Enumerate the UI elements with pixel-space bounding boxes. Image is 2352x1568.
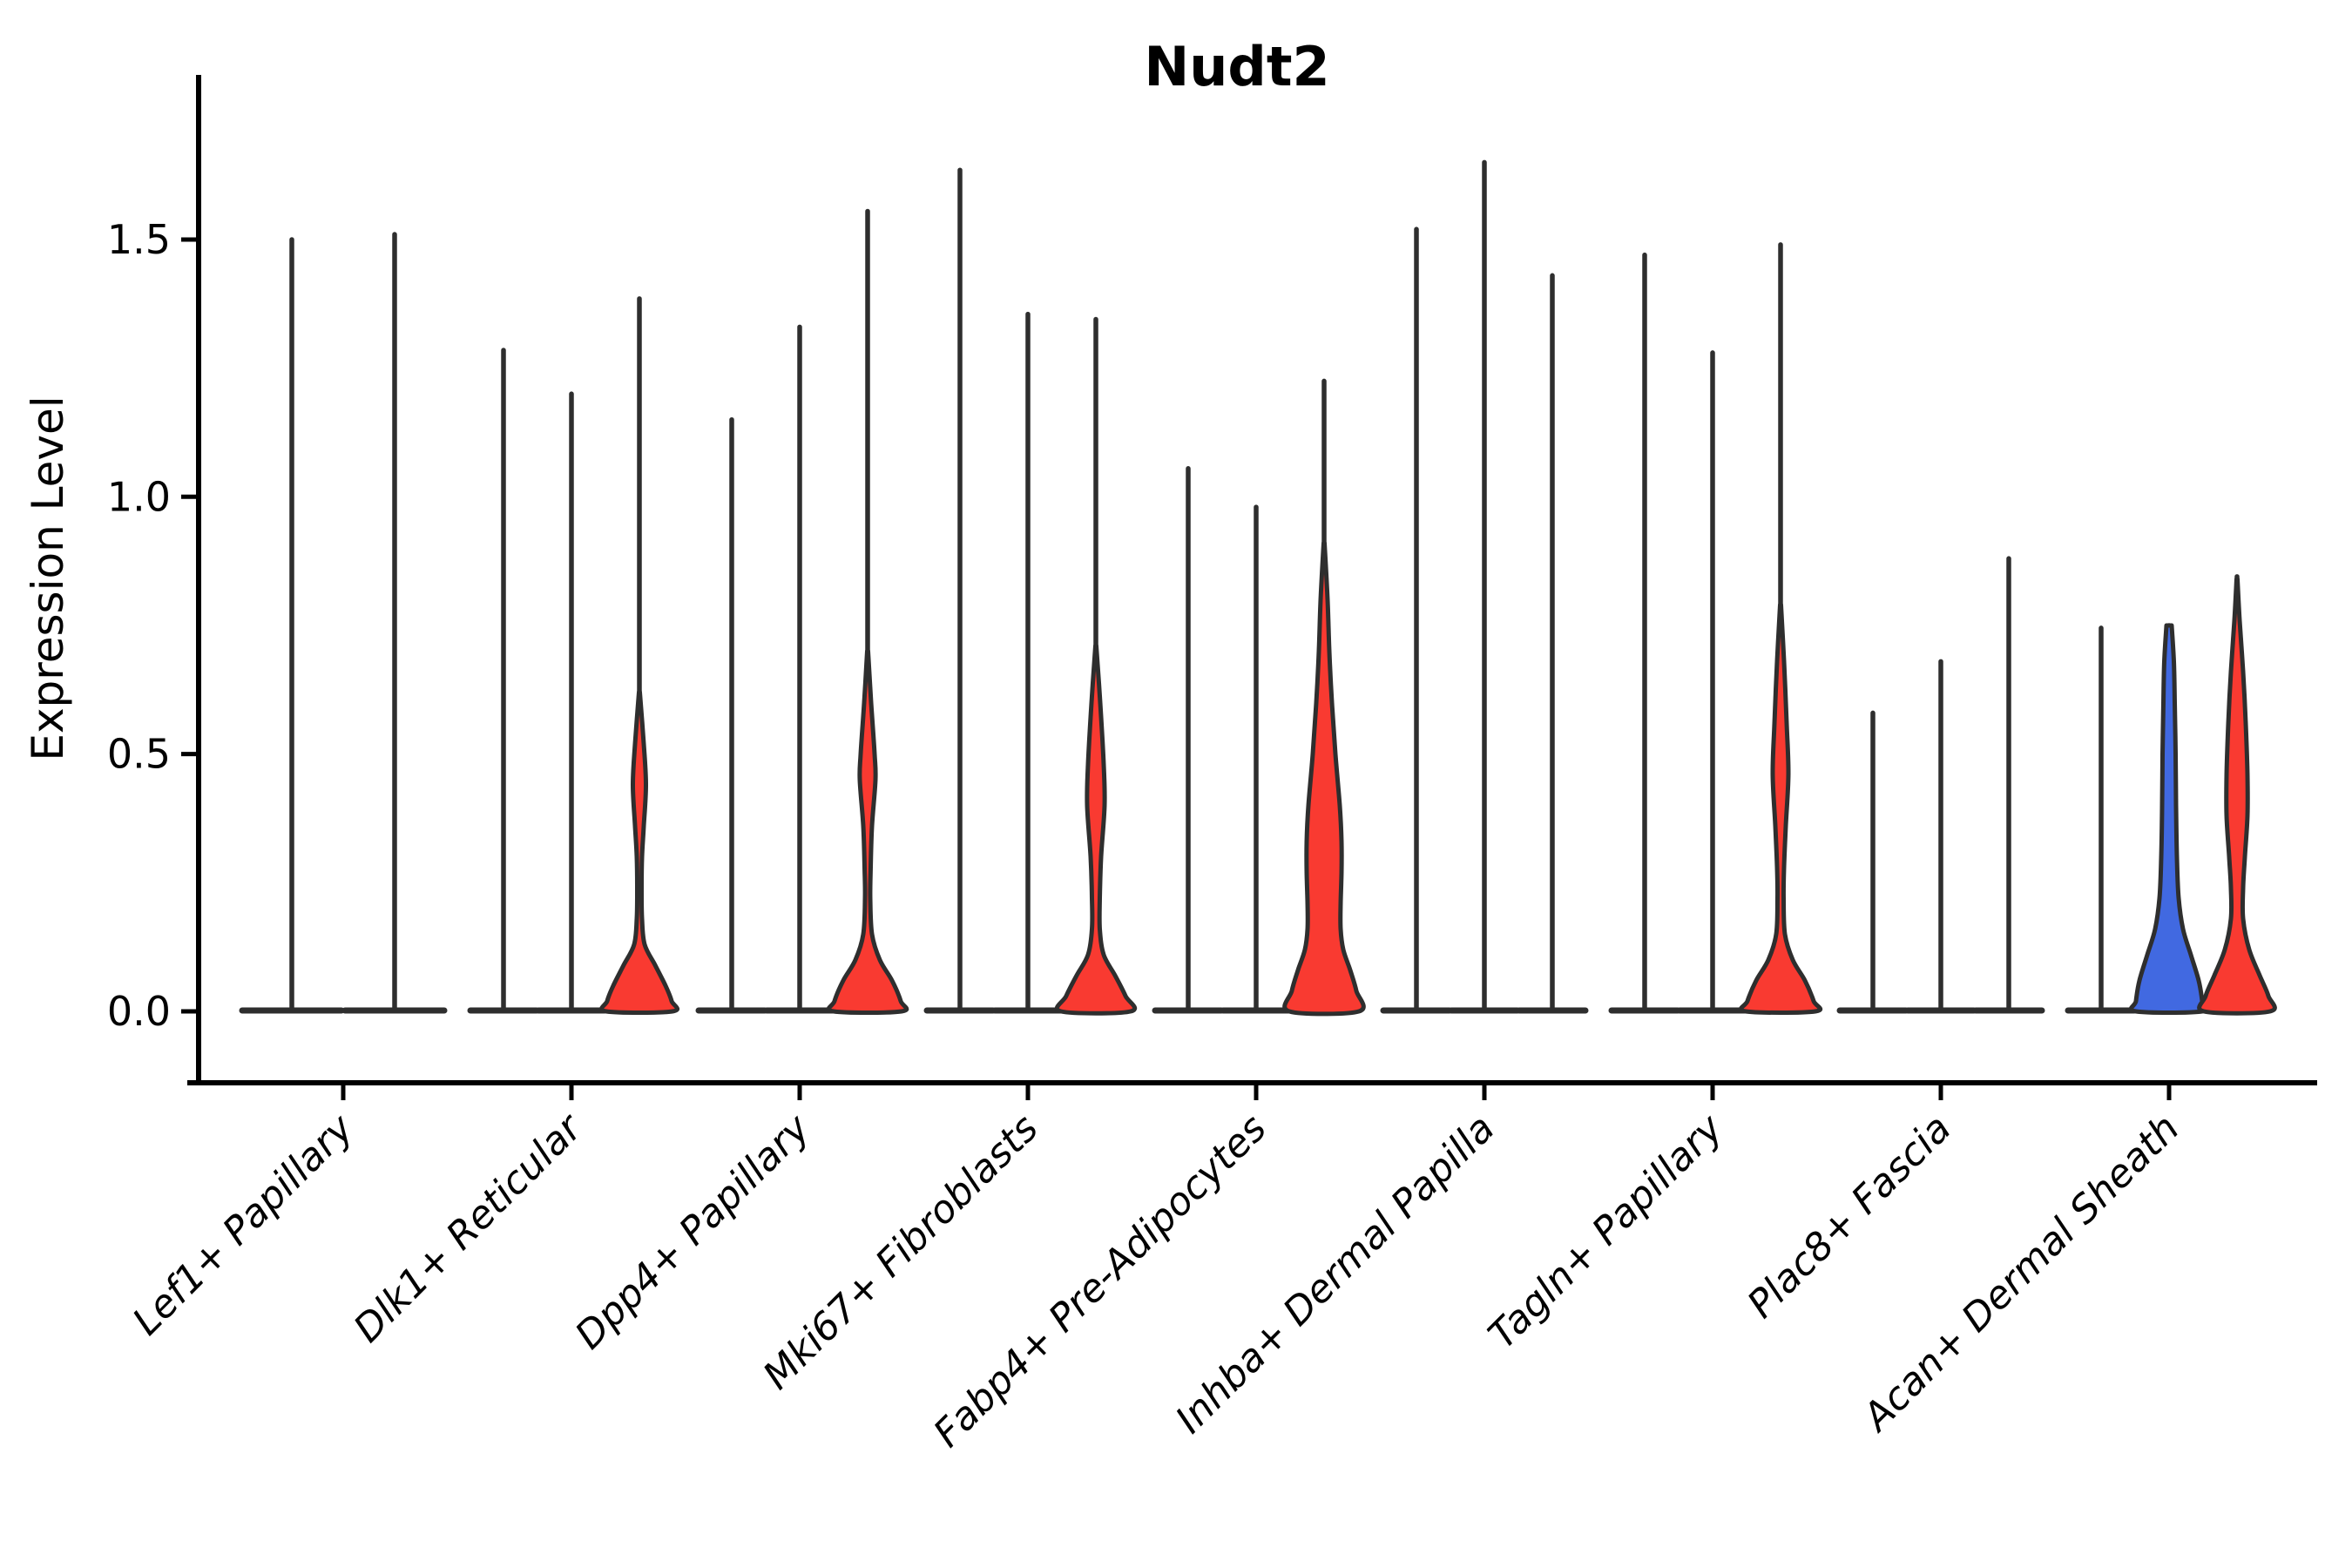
violin xyxy=(2128,623,2210,1015)
violin-group-2 xyxy=(467,296,680,1015)
chart-title: Nudt2 xyxy=(1144,35,1329,98)
x-tick-label: Plac8+ Fascia xyxy=(1739,1106,1959,1327)
violin xyxy=(2065,625,2138,1014)
violin-group-5 xyxy=(1152,378,1366,1017)
violin xyxy=(2197,574,2277,1016)
violin xyxy=(991,311,1064,1014)
violin xyxy=(341,232,448,1014)
violin-body-red xyxy=(826,649,909,1015)
y-axis-label: Expression Level xyxy=(23,395,73,760)
y-tick-label: 0.0 xyxy=(107,988,171,1035)
violin xyxy=(1220,504,1293,1014)
violin xyxy=(695,416,768,1014)
violin-group-8 xyxy=(1836,556,2045,1014)
violin xyxy=(535,391,608,1014)
violin-group-7 xyxy=(1608,242,1823,1015)
violin-body-blue xyxy=(2128,623,2210,1015)
y-tick-label: 1.5 xyxy=(107,216,171,263)
violins-layer xyxy=(239,159,2277,1017)
violin-body-red xyxy=(1282,541,1366,1017)
violin-group-6 xyxy=(1380,159,1589,1014)
x-tick-label: Dpp4+ Papillary xyxy=(567,1105,820,1358)
y-tick-label: 1.0 xyxy=(107,473,171,520)
y-tick-label: 0.5 xyxy=(107,731,171,778)
violin-body-red xyxy=(598,690,680,1015)
x-tick-label: Dlk1+ Reticular xyxy=(345,1105,591,1351)
violin xyxy=(1054,316,1138,1016)
violin xyxy=(923,167,997,1014)
violin xyxy=(1836,710,1909,1014)
violin-group-4 xyxy=(923,167,1138,1016)
violin xyxy=(1152,466,1225,1014)
violin xyxy=(1380,226,1453,1014)
violin xyxy=(1676,350,1749,1014)
violin xyxy=(826,208,909,1015)
violin-body-red xyxy=(2197,577,2277,1016)
violin xyxy=(1904,659,1977,1014)
violin xyxy=(1516,273,1589,1014)
x-tick-label: Lef1+ Papillary xyxy=(125,1105,363,1344)
violin-group-9 xyxy=(2065,574,2277,1016)
x-tick-label: Tagln+ Papillary xyxy=(1480,1105,1732,1357)
violin xyxy=(1738,242,1823,1015)
violin xyxy=(1608,252,1681,1014)
violin-body-red xyxy=(1054,644,1138,1016)
violin-body-red xyxy=(1738,602,1823,1015)
violin xyxy=(598,296,680,1015)
violin xyxy=(239,237,345,1014)
violin xyxy=(1282,378,1366,1017)
violin-group-1 xyxy=(239,232,448,1014)
violin xyxy=(1448,159,1521,1014)
violin-group-3 xyxy=(695,208,909,1015)
violin xyxy=(467,348,540,1014)
violin xyxy=(1972,556,2045,1014)
violin xyxy=(763,324,836,1014)
